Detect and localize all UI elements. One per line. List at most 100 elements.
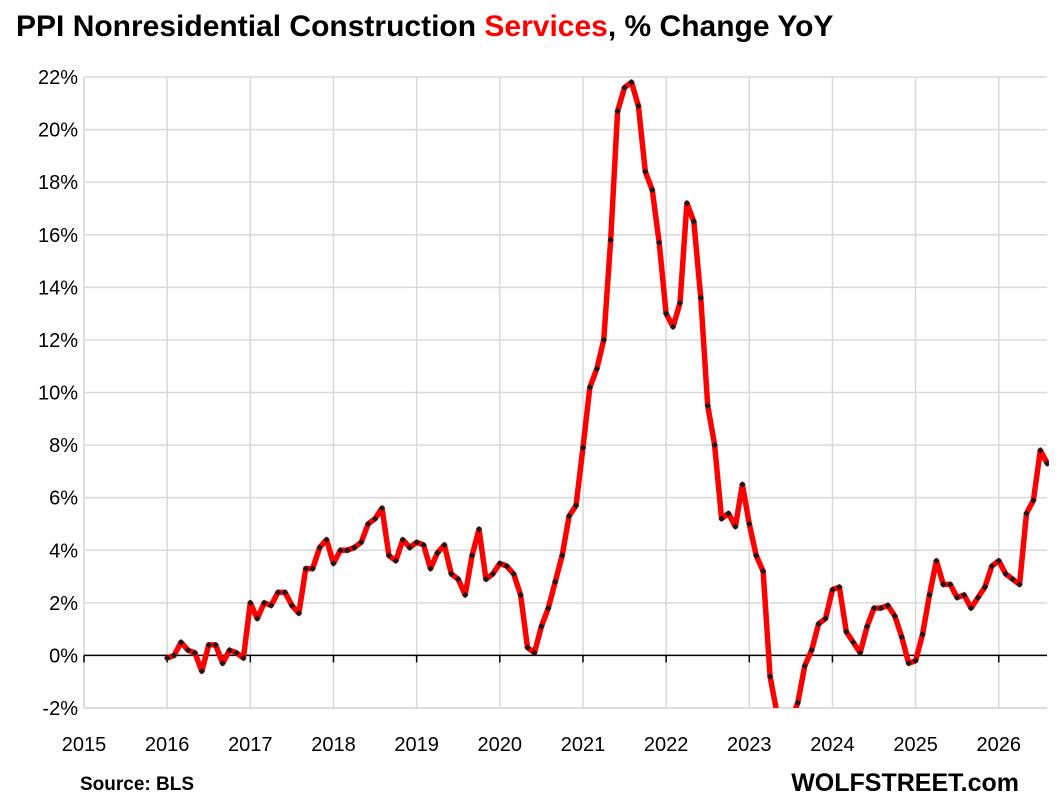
data-point (420, 541, 427, 549)
title-part-2: , % Change YoY (607, 10, 834, 43)
data-point (302, 565, 309, 572)
data-point (635, 102, 642, 110)
data-point (489, 570, 497, 578)
data-point (836, 583, 843, 591)
data-point (1044, 460, 1049, 467)
y-tick-label: 12% (38, 330, 78, 352)
data-point (448, 570, 455, 578)
x-tick-label: 2026 (977, 734, 1022, 756)
data-point (510, 570, 517, 578)
data-point (385, 552, 393, 559)
data-point (406, 544, 413, 551)
data-point (295, 610, 303, 617)
data-point (503, 562, 510, 570)
data-point (947, 581, 954, 588)
data-point (323, 536, 330, 543)
data-point (863, 623, 871, 630)
data-point (850, 639, 857, 646)
data-point (676, 299, 684, 307)
data-point (413, 539, 420, 546)
data-point (912, 657, 919, 664)
data-point (766, 673, 774, 680)
data-point (884, 602, 892, 609)
data-point (524, 644, 531, 651)
x-tick-label: 2019 (394, 734, 439, 756)
data-point (870, 604, 878, 612)
data-point (247, 599, 254, 607)
data-point (212, 641, 219, 649)
y-tick-label: 14% (38, 277, 78, 299)
data-point (815, 620, 822, 628)
data-point (177, 639, 185, 646)
data-point (905, 660, 912, 667)
series-lines (164, 79, 1049, 708)
data-point (1023, 510, 1030, 517)
y-tick-label: 4% (49, 540, 78, 562)
data-point (607, 236, 614, 244)
data-point (378, 504, 386, 512)
data-point (572, 502, 580, 509)
data-point (753, 552, 760, 559)
data-point (267, 602, 275, 609)
data-point (371, 515, 379, 522)
data-point (725, 510, 732, 517)
data-point (697, 294, 704, 302)
data-point (759, 568, 767, 575)
data-point (309, 565, 316, 572)
brand-label: WOLFSTREET.com (791, 769, 1019, 797)
data-point (1016, 581, 1023, 588)
data-point (662, 310, 670, 317)
grid-lines (83, 76, 1047, 709)
data-point (538, 623, 545, 630)
x-tick-label: 2018 (311, 734, 356, 756)
data-point (219, 660, 226, 667)
data-point (711, 441, 718, 449)
data-point (240, 654, 247, 662)
data-point (163, 654, 171, 662)
data-point (628, 79, 635, 86)
data-point (690, 218, 698, 225)
data-point (891, 612, 899, 620)
x-tick-label: 2017 (228, 734, 273, 756)
data-point (843, 628, 850, 635)
y-tick-label: 18% (38, 172, 78, 194)
data-point (392, 557, 400, 564)
data-point (746, 520, 753, 528)
data-point (184, 646, 192, 654)
data-point (718, 515, 725, 522)
data-point (441, 541, 448, 549)
x-tick-label: 2025 (893, 734, 938, 756)
data-point (565, 512, 573, 520)
data-point (233, 649, 240, 656)
y-tick-label: 16% (38, 225, 78, 247)
data-point (274, 589, 282, 596)
x-tick-label: 2015 (62, 734, 107, 756)
data-point (877, 604, 885, 612)
data-point (988, 562, 996, 570)
source-label: Source: BLS (80, 774, 195, 795)
x-tick-label: 2021 (561, 734, 606, 756)
x-tick-label: 2016 (145, 734, 190, 756)
data-point (226, 646, 233, 654)
data-point (642, 168, 649, 175)
data-point (579, 444, 587, 451)
y-tick-label: 8% (49, 435, 78, 457)
data-point (856, 649, 864, 656)
data-point (995, 557, 1002, 564)
x-tick-labels: 2015 2016 2017 2018 2019 2020 2021 2022 2023 2024… (62, 734, 1021, 756)
data-point (1037, 447, 1044, 454)
data-point (739, 481, 746, 488)
data-point (1002, 570, 1009, 578)
data-point (683, 200, 691, 207)
data-point (288, 602, 296, 609)
data-point (974, 594, 982, 601)
series-markers (163, 79, 1049, 706)
data-point (967, 604, 975, 612)
data-point (621, 84, 628, 91)
data-point (475, 526, 483, 533)
data-point (531, 649, 538, 656)
data-point (1009, 575, 1016, 583)
data-point (364, 520, 372, 528)
data-point (829, 586, 836, 593)
title-highlight: Services (484, 10, 608, 43)
